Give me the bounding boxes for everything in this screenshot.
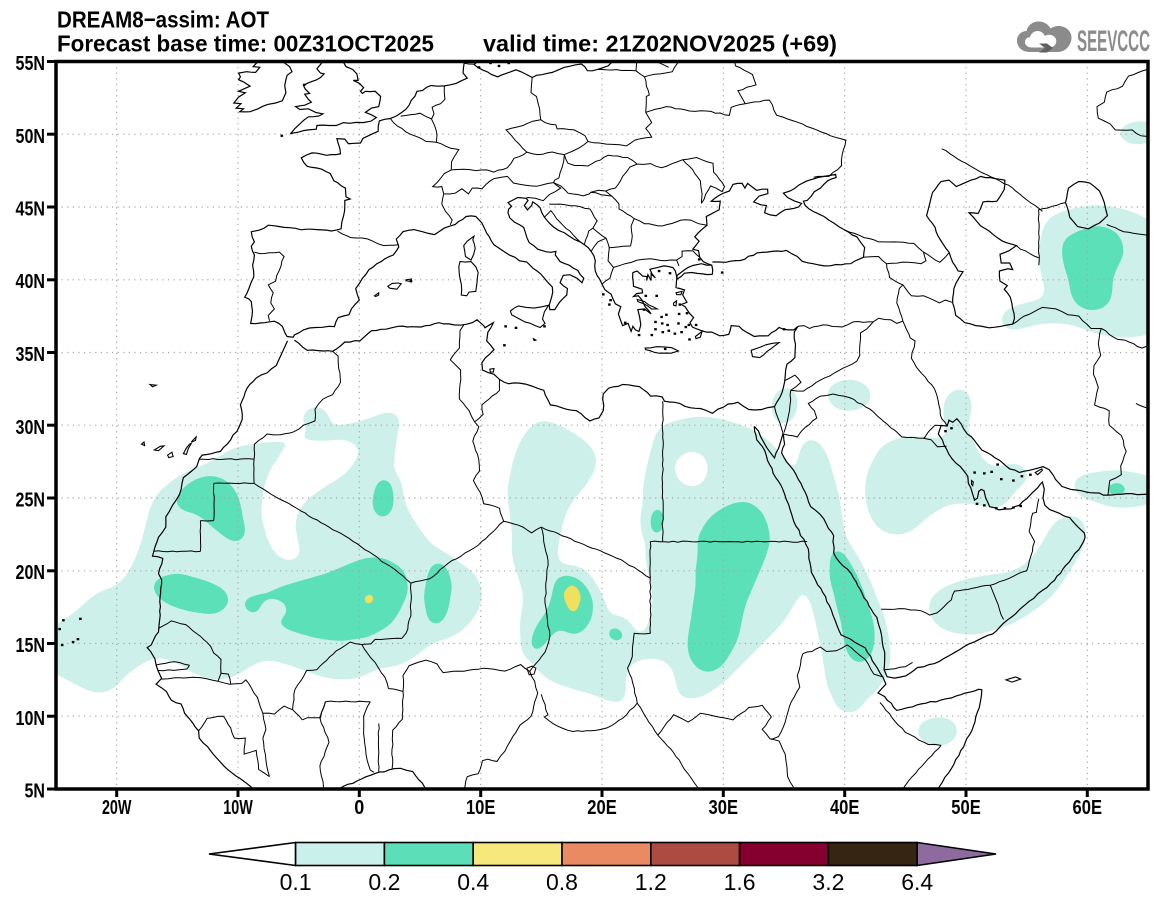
svg-text:40E: 40E <box>830 797 860 819</box>
svg-text:0.8: 0.8 <box>546 869 578 895</box>
svg-text:0.2: 0.2 <box>368 869 400 895</box>
svg-text:3.2: 3.2 <box>812 869 844 895</box>
svg-text:15N: 15N <box>16 635 46 657</box>
svg-text:55N: 55N <box>16 53 46 75</box>
svg-text:1.2: 1.2 <box>635 869 667 895</box>
svg-text:valid time: 21Z02NOV2025 (+69): valid time: 21Z02NOV2025 (+69) <box>483 31 837 57</box>
svg-text:25N: 25N <box>16 490 46 512</box>
svg-text:0.4: 0.4 <box>457 869 489 895</box>
svg-text:0.1: 0.1 <box>280 869 312 895</box>
svg-text:10W: 10W <box>223 797 253 819</box>
svg-text:10N: 10N <box>16 708 46 730</box>
svg-text:30N: 30N <box>16 417 46 439</box>
svg-text:50E: 50E <box>951 797 981 819</box>
svg-text:20E: 20E <box>587 797 617 819</box>
svg-text:SEEVCCC: SEEVCCC <box>1077 25 1150 58</box>
svg-text:DREAM8−assim: AOT: DREAM8−assim: AOT <box>57 7 269 33</box>
svg-text:30E: 30E <box>709 797 739 819</box>
svg-text:50N: 50N <box>16 126 46 148</box>
svg-text:1.6: 1.6 <box>724 869 756 895</box>
svg-text:0: 0 <box>354 797 364 819</box>
svg-text:20W: 20W <box>102 797 132 819</box>
svg-text:5N: 5N <box>25 781 46 803</box>
svg-text:35N: 35N <box>16 344 46 366</box>
svg-text:60E: 60E <box>1073 797 1103 819</box>
svg-text:6.4: 6.4 <box>901 869 933 895</box>
svg-text:20N: 20N <box>16 562 46 584</box>
svg-text:Forecast base time: 00Z31OCT20: Forecast base time: 00Z31OCT2025 <box>57 31 434 57</box>
svg-text:45N: 45N <box>16 199 46 221</box>
svg-text:10E: 10E <box>466 797 496 819</box>
svg-text:40N: 40N <box>16 271 46 293</box>
